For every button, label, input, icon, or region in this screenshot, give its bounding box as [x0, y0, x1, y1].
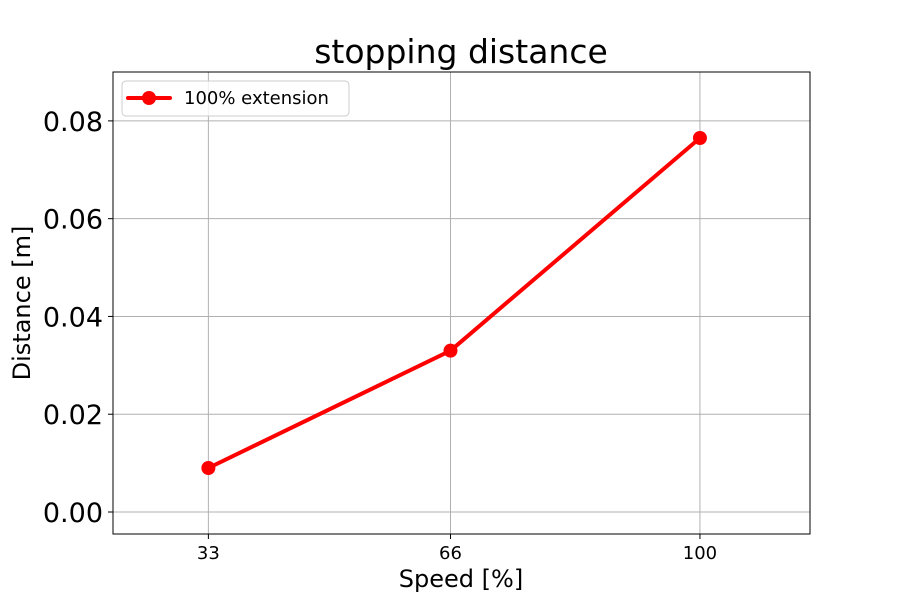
chart-title: stopping distance: [314, 32, 608, 71]
y-tick-label: 0.02: [43, 400, 103, 431]
x-tick-label: 100: [683, 543, 717, 564]
x-tick-label: 66: [439, 543, 462, 564]
data-point: [201, 461, 216, 475]
y-tick-label: 0.08: [43, 107, 103, 138]
series-layer: [201, 131, 707, 475]
data-point: [692, 131, 707, 145]
y-axis-label: Distance [m]: [8, 226, 36, 381]
legend-box: [121, 80, 350, 117]
x-tick-label: 33: [197, 543, 220, 564]
y-tick-label: 0.06: [43, 205, 103, 236]
legend-marker-swatch: [142, 91, 156, 105]
data-point: [443, 343, 458, 358]
grid-lines: [113, 72, 810, 534]
legend: 100% extension: [121, 80, 350, 117]
y-tick-label: 0.00: [43, 498, 103, 529]
axis-ticks: 33 66 100 0.00 0.02 0.04 0.06 0.08: [43, 107, 717, 564]
legend-label: 100% extension: [184, 88, 329, 109]
plot-frame: [112, 71, 811, 535]
x-axis-label: Speed [%]: [399, 565, 523, 593]
y-tick-label: 0.04: [43, 302, 103, 333]
